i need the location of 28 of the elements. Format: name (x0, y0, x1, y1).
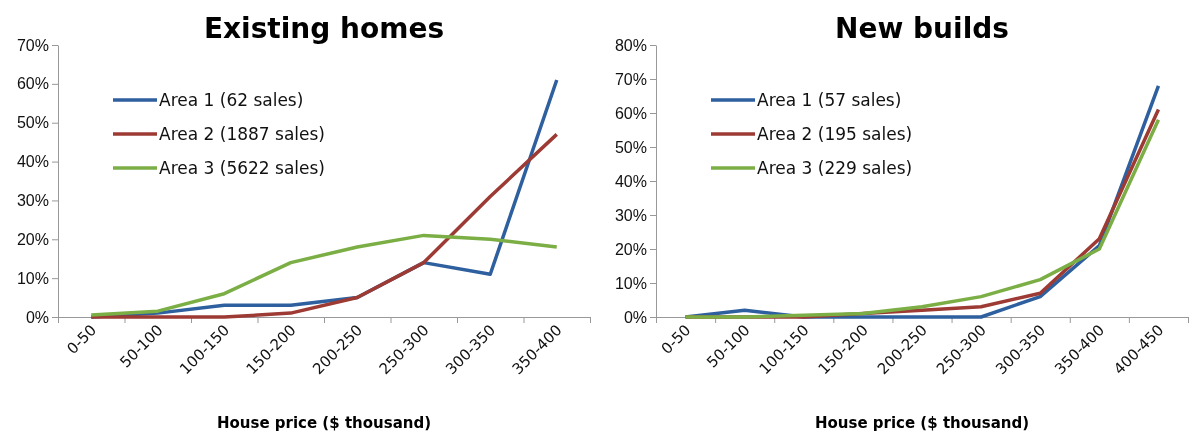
y-tick-label: 70% (16, 36, 49, 54)
y-tick-label: 30% (16, 192, 49, 210)
y-tick-label: 0% (25, 308, 49, 326)
y-tick-label: 70% (614, 70, 647, 88)
legend-label: Area 3 (229 sales) (757, 158, 913, 178)
y-tick-label: 20% (16, 230, 49, 248)
y-tick-label: 20% (614, 240, 647, 258)
chart-title: New builds (835, 12, 1009, 45)
y-tick-label: 80% (614, 36, 647, 54)
y-tick-label: 40% (614, 172, 647, 190)
y-tick-label: 60% (614, 104, 647, 122)
legend-label: Area 2 (195 sales) (757, 124, 913, 144)
x-axis-title: House price ($ thousand) (814, 414, 1030, 432)
legend-label: Area 2 (1887 sales) (159, 124, 325, 144)
legend-label: Area 1 (62 sales) (159, 90, 304, 110)
x-axis-title: House price ($ thousand) (216, 414, 432, 432)
y-tick-label: 10% (16, 269, 49, 287)
chart-title: Existing homes (203, 12, 445, 45)
y-tick-label: 60% (16, 75, 49, 93)
y-tick-label: 10% (614, 274, 647, 292)
legend-label: Area 3 (5622 sales) (159, 158, 325, 178)
y-tick-label: 50% (614, 138, 647, 156)
y-tick-label: 30% (614, 206, 647, 224)
line-series (89, 233, 559, 317)
y-tick-label: 0% (623, 308, 647, 326)
legend-label: Area 1 (57 sales) (757, 90, 902, 110)
y-tick-label: 50% (16, 114, 49, 132)
y-tick-label: 40% (16, 153, 49, 171)
